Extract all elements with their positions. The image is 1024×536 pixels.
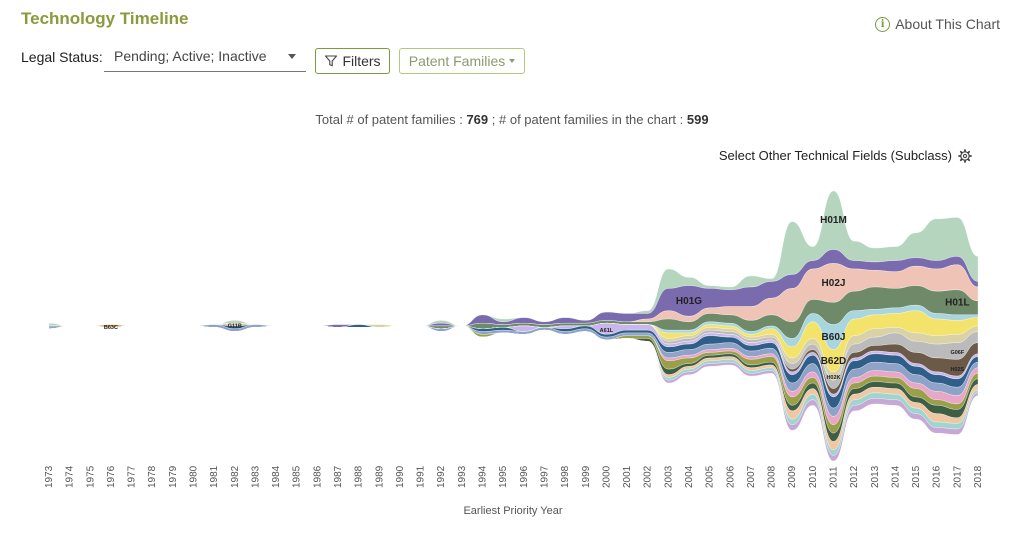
x-tick-label: 1992	[436, 465, 447, 488]
x-tick-label: 2004	[684, 465, 695, 488]
x-tick-label: 2014	[890, 465, 901, 488]
x-tick-label: 1978	[147, 465, 158, 488]
x-tick-label: 2008	[767, 465, 778, 488]
x-tick-label: 1984	[271, 465, 282, 488]
x-tick-label: 2017	[952, 465, 963, 488]
x-tick-label: 2018	[973, 465, 984, 488]
patent-families-caret-icon	[509, 59, 516, 63]
legal-status-label: Legal Status:	[21, 49, 103, 65]
x-tick-label: 1998	[560, 465, 571, 488]
stream-label-g11b: G11B	[228, 324, 242, 330]
x-tick-label: 1993	[457, 465, 468, 488]
x-tick-label: 2001	[622, 465, 633, 488]
x-tick-label: 2012	[849, 465, 860, 488]
dropdown-caret-icon	[288, 54, 296, 59]
x-tick-label: 1990	[395, 465, 406, 488]
x-tick-label: 2011	[828, 466, 839, 488]
x-tick-label: 2013	[870, 465, 881, 488]
stream-label-h02s: H02S	[950, 367, 964, 373]
legal-status-value: Pending; Active; Inactive	[114, 48, 267, 64]
x-tick-label: 2009	[787, 465, 798, 488]
select-other-fields[interactable]: Select Other Technical Fields (Subclass)	[719, 148, 972, 163]
stream-layers	[48, 190, 979, 462]
x-tick-label: 2006	[725, 465, 736, 488]
gear-icon	[958, 148, 972, 163]
x-tick-label: 1994	[478, 465, 489, 488]
patent-families-label: Patent Families	[408, 53, 506, 69]
x-tick-label: 2003	[663, 465, 674, 488]
about-chart-link[interactable]: i About This Chart	[875, 16, 1000, 32]
summary-in-chart-value: 599	[686, 112, 709, 127]
x-tick-label: 1999	[581, 465, 592, 488]
stream-label-h02k: H02K	[826, 375, 840, 381]
stream-label-g06f: G06F	[950, 350, 964, 356]
x-tick-label: 1975	[85, 465, 96, 488]
about-chart-label: About This Chart	[895, 16, 1000, 32]
stream-label-b62d: B62D	[821, 356, 847, 367]
patent-family-summary: Total # of patent families : 769 ; # of …	[0, 112, 1024, 127]
x-tick-label: 2002	[643, 465, 654, 488]
stream-labels: H01M H01G H02J H01L B60J B62D H02K G06F H02S A61L…	[104, 215, 970, 381]
page-title: Technology Timeline	[21, 9, 189, 28]
x-tick-label: 1996	[519, 465, 530, 488]
x-tick-label: 2010	[808, 465, 819, 488]
x-tick-label: 1988	[354, 465, 365, 488]
summary-total-label: Total # of patent families :	[315, 112, 467, 127]
x-tick-label: 2000	[601, 465, 612, 488]
x-tick-label: 1987	[333, 465, 344, 488]
select-other-label: Select Other Technical Fields (Subclass)	[718, 148, 952, 163]
summary-in-chart-label: ; # of patent families in the chart :	[488, 112, 687, 127]
x-tick-label: 1981	[209, 465, 220, 488]
info-icon: i	[875, 16, 891, 32]
legal-status-select[interactable]: Pending; Active; Inactive	[104, 42, 306, 72]
x-tick-label: 1973	[44, 465, 55, 488]
filter-icon	[325, 55, 338, 67]
stream-layer-19[interactable]	[48, 325, 979, 462]
x-tick-label: 1989	[374, 465, 385, 488]
stream-label-h01g: H01G	[676, 296, 702, 307]
x-tick-label: 1986	[312, 465, 323, 488]
x-tick-label: 1982	[230, 465, 241, 488]
x-tick-label: 1991	[416, 465, 427, 488]
x-tick-label: 1985	[292, 465, 303, 488]
stream-label-h02j: H02J	[822, 278, 846, 289]
x-tick-label: 1977	[127, 465, 138, 488]
x-axis-label: Earliest Priority Year	[463, 505, 562, 517]
x-tick-label: 1976	[106, 465, 117, 488]
x-tick-label: 1995	[498, 465, 509, 488]
filters-button[interactable]: Filters	[315, 48, 390, 74]
stream-label-b60j: B60J	[822, 332, 846, 343]
summary-total-value: 769	[466, 112, 489, 127]
x-tick-label: 1997	[539, 465, 550, 488]
x-tick-label: 1980	[189, 465, 200, 488]
x-tick-label: 2016	[932, 465, 943, 488]
x-tick-label: 1983	[250, 465, 261, 488]
patent-families-button[interactable]: Patent Families	[399, 48, 525, 74]
stream-label-h01l: H01L	[945, 297, 969, 308]
x-tick-label: 1979	[168, 465, 179, 488]
x-axis-ticks: 1973 1974 1975 1976 1977 1978 1979 1980 1981 1982…	[44, 465, 984, 488]
filters-label: Filters	[342, 53, 381, 69]
stream-label-b63c: B63C	[104, 325, 118, 331]
x-tick-label: 2015	[911, 465, 922, 488]
x-tick-label: 1974	[65, 465, 76, 488]
x-tick-label: 2005	[705, 465, 716, 488]
x-tick-label: 2007	[746, 465, 757, 488]
stream-label-h01m: H01M	[820, 215, 847, 226]
stream-label-a61l: A61L	[600, 328, 614, 334]
